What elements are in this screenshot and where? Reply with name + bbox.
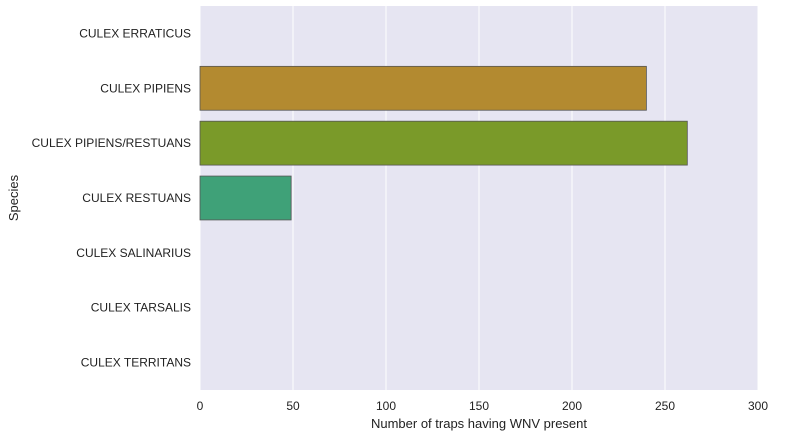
- y-tick-label: CULEX PIPIENS/RESTUANS: [32, 136, 191, 150]
- bar: [199, 65, 647, 111]
- bar: [199, 175, 292, 221]
- x-axis-label: Number of traps having WNV present: [371, 416, 587, 431]
- bar: [199, 120, 688, 166]
- y-tick-label: CULEX TERRITANS: [81, 356, 191, 370]
- x-tick-label: 300: [748, 399, 768, 413]
- x-tick-label: 0: [197, 399, 204, 413]
- y-tick-labels: CULEX ERRATICUS CULEX PIPIENS CULEX PIPIEN…: [32, 26, 191, 369]
- bars: [199, 65, 688, 221]
- y-axis-label: Species: [6, 174, 21, 221]
- y-tick-label: CULEX PIPIENS: [100, 81, 191, 95]
- x-tick-label: 100: [376, 399, 396, 413]
- x-tick-label: 50: [286, 399, 300, 413]
- x-tick-label: 200: [562, 399, 582, 413]
- y-tick-label: CULEX ERRATICUS: [79, 26, 191, 40]
- y-tick-label: CULEX SALINARIUS: [76, 246, 191, 260]
- x-tick-labels: 0 50 100 150 200 250 300: [197, 399, 769, 413]
- x-tick-label: 250: [655, 399, 675, 413]
- x-tick-label: 150: [469, 399, 489, 413]
- y-tick-label: CULEX RESTUANS: [82, 191, 191, 205]
- y-tick-label: CULEX TARSALIS: [91, 301, 191, 315]
